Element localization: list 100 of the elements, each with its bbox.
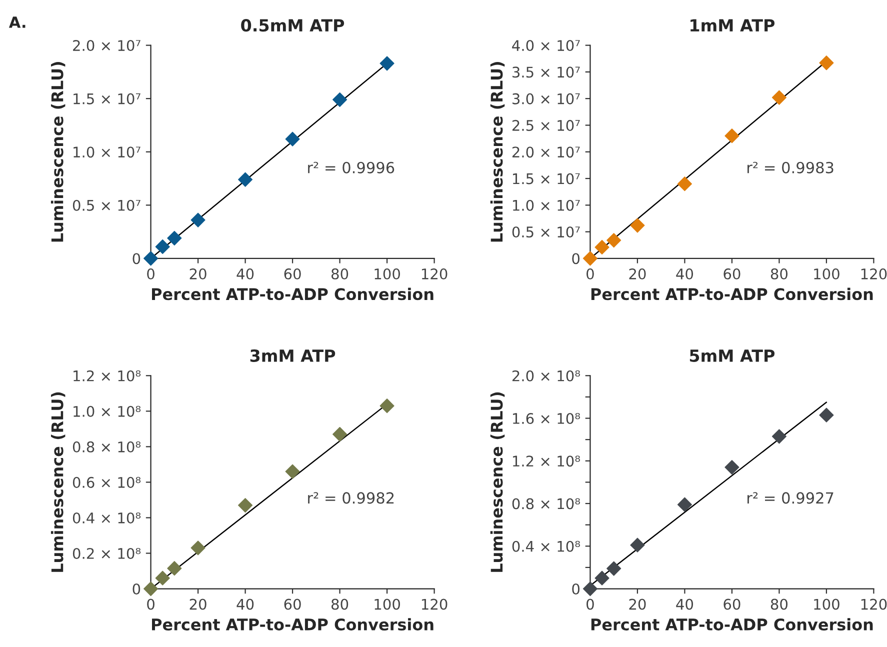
x-tick-label: 120 [861,268,887,280]
y-tick-label: 1.0 × 10⁷ [512,200,580,211]
point [582,251,598,266]
x-tick-label: 80 [331,598,348,610]
y-tick-label: 4.0 × 10⁷ [512,40,580,52]
x-tick-label: 0 [147,268,154,280]
y-axis-title: Luminescence (RLU) [50,392,66,572]
point [606,233,622,248]
point [167,561,182,576]
x-tick-label: 20 [190,268,206,280]
point [606,561,622,576]
y-tick-label: 3.0 × 10⁷ [512,93,580,104]
point [630,538,645,552]
x-tick-label: 80 [770,268,788,280]
x-tick-label: 120 [861,598,887,610]
x-tick-label: 0 [586,268,594,280]
y-tick-label: 1.0 × 10⁸ [74,406,141,417]
point [724,128,740,144]
y-axis-title: Luminescence (RLU) [490,392,505,572]
point [380,398,394,414]
x-tick-label: 60 [284,598,301,610]
point [819,56,834,70]
point [772,429,786,444]
point [724,460,740,475]
y-tick-label: 2.5 × 10⁷ [512,120,580,131]
y-tick-label: 0.8 × 10⁸ [512,498,580,510]
y-tick-label: 0.4 × 10⁸ [512,540,580,552]
x-tick-label: 20 [629,598,646,610]
y-tick-label: 0.2 × 10⁸ [72,548,141,559]
x-tick-label: 120 [422,598,448,610]
point [167,230,182,246]
annotation: r² = 0.9996 [308,162,394,174]
x-tick-label: 100 [374,598,400,610]
x-tick-label: 80 [770,598,788,610]
x-tick-label: 0 [147,598,154,610]
x-axis-title: Percent ATP-to-ADP Conversion [591,618,873,631]
x-tick-label: 100 [814,268,840,280]
x-tick-label: 0 [586,598,594,610]
point [594,240,610,255]
point [285,464,300,479]
x-axis-title: Percent ATP-to-ADP Conversion [152,618,434,631]
point [677,176,692,192]
chart-title: 0.5mM ATP [241,19,344,32]
x-tick-label: 40 [676,598,694,610]
point [190,212,206,228]
point [143,251,158,266]
point [285,132,300,146]
annotation: r² = 0.9982 [308,492,394,504]
y-tick-label: 0.5 × 10⁷ [512,226,580,238]
point [630,218,645,233]
y-tick-label: 0.5 × 10⁷ [72,200,140,211]
y-tick-label: 0.4 × 10⁸ [72,512,141,524]
y-tick-label: 0 [132,583,140,595]
y-tick-label: 1.5 × 10⁷ [74,93,140,104]
point [819,408,834,422]
x-tick-label: 120 [422,268,448,280]
chart-title: 3mM ATP [250,349,336,362]
x-tick-label: 20 [629,268,646,280]
point [238,172,253,187]
y-tick-label: 3.5 × 10⁷ [512,66,580,78]
chart-title: 5mM ATP [690,350,775,362]
x-tick-label: 40 [676,268,694,280]
point [143,581,158,596]
chart-title: 1mM ATP [690,19,775,32]
y-tick-label: 1.6 × 10⁸ [512,412,580,424]
point [332,426,348,442]
point [190,540,206,556]
x-tick-label: 100 [374,268,400,280]
annotation: r² = 0.9983 [748,162,834,174]
y-tick-label: 2.0 × 10⁷ [73,40,140,52]
y-tick-label: 1.2 × 10⁸ [74,370,141,382]
x-tick-label: 40 [236,598,254,610]
text: A. [8,16,26,28]
y-tick-label: 0.6 × 10⁸ [72,476,141,488]
x-tick-label: 60 [724,268,740,280]
point [155,239,170,254]
annotation: r² = 0.9927 [748,492,834,504]
x-tick-label: 60 [724,598,740,610]
x-axis-title: Percent ATP-to-ADP Conversion [591,288,873,300]
y-tick-label: 0 [572,253,580,264]
x-axis-title: Percent ATP-to-ADP Conversion [152,288,434,300]
point [332,92,348,107]
x-tick-label: 100 [814,598,840,610]
point [238,498,253,513]
y-tick-label: 0.8 × 10⁸ [72,441,141,452]
y-tick-label: 1.0 × 10⁷ [74,146,140,158]
y-axis-title: Luminescence (RLU) [490,62,505,242]
point [582,581,598,596]
point [155,570,170,586]
y-tick-label: 2.0 × 10⁷ [512,146,580,158]
x-tick-label: 60 [284,268,301,280]
x-tick-label: 20 [190,598,206,610]
x-tick-label: 80 [331,268,348,280]
x-tick-label: 40 [236,268,254,280]
point [677,497,692,512]
point [380,56,394,71]
y-tick-label: 0 [132,253,140,264]
y-tick-label: 2.0 × 10⁸ [512,370,580,382]
y-tick-label: 0 [572,583,580,595]
y-axis-title: Luminescence (RLU) [50,62,66,242]
